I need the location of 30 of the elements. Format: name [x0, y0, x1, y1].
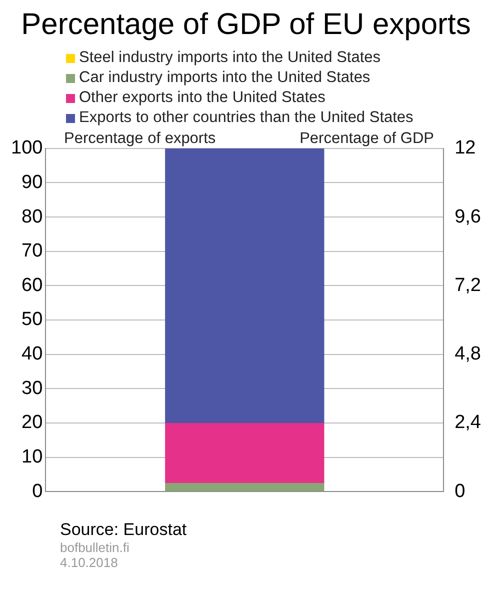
y-tick-label: 80 [22, 206, 43, 228]
legend-label: Exports to other countries than the United States [79, 108, 414, 128]
y2-tick-label: 2,4 [454, 412, 482, 434]
y-tick-label: 10 [22, 446, 43, 468]
y2-axis-title: Percentage of GDP [300, 130, 434, 148]
bar [165, 422, 324, 484]
y2-tick-label: 7,2 [454, 274, 482, 296]
y-tick-label: 50 [22, 309, 43, 330]
y2-tick-label: 4,8 [454, 344, 482, 365]
y2-tick-label: 0 [454, 480, 466, 502]
y-tick-label: 90 [22, 172, 43, 193]
source-note: Source: Eurostat [60, 520, 188, 540]
chart-title: Percentage of GDP of EU exports [20, 8, 472, 42]
text: 4.10.2018 [60, 555, 119, 570]
y2-tick-label: 12 [454, 138, 476, 159]
text: bofbulletin.fi [60, 540, 130, 555]
y-tick-label: 100 [11, 138, 43, 159]
bar [165, 148, 324, 423]
bar [165, 483, 324, 492]
y-tick-label: 0 [32, 480, 43, 502]
y2-tick-label: 9,6 [454, 206, 482, 228]
y-tick-label: 70 [22, 240, 43, 262]
legend-label: Steel industry imports into the United States [79, 48, 381, 68]
y-tick-label: 20 [22, 412, 43, 434]
legend-label: Car industry imports into the United States [79, 68, 370, 88]
legend-label: Other exports into the United States [79, 88, 326, 108]
y-axis-title: Percentage of exports [64, 130, 216, 148]
y-tick-label: 30 [22, 378, 43, 399]
y-tick-label: 40 [22, 344, 43, 365]
y-tick-label: 60 [22, 274, 43, 296]
